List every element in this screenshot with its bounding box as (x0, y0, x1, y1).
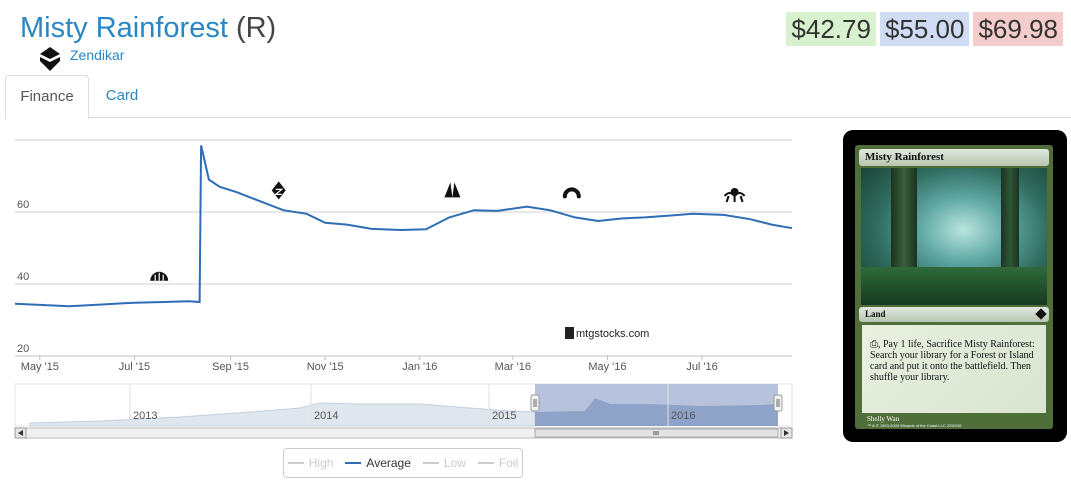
tab-bar: Finance Card (5, 75, 1071, 119)
price-badges: $42.79 $55.00 $69.98 (786, 12, 1063, 46)
card-rarity: (R) (235, 12, 277, 44)
y-tick-label: 60 (17, 199, 29, 211)
tab-card[interactable]: Card (105, 87, 139, 104)
marker-shape (576, 194, 581, 199)
card-image-face: Misty Rainforest Land ⎙, Pay 1 life, Sac… (855, 145, 1053, 429)
legend-swatch (345, 462, 362, 464)
magic-origins-icon (150, 271, 169, 281)
arrow-right-icon (784, 430, 789, 436)
legend-label-average: Average (366, 456, 411, 470)
navigator-year-label: 2015 (492, 410, 516, 422)
zendikar-set-icon (1035, 308, 1047, 320)
card-image-copyright: ™ & © 1993-2009 Wizards of the Coast LLC… (867, 423, 962, 428)
oath-of-the-gatewatch-icon (444, 182, 461, 198)
x-tick-label: Mar '16 (495, 361, 531, 373)
legend-item-average[interactable]: Average (345, 456, 411, 470)
x-tick-label: Jan '16 (402, 361, 437, 373)
mtgstocks-logo-icon (565, 327, 574, 339)
card-image-artist: Shelly Wan (867, 415, 900, 423)
legend-swatch (422, 462, 439, 464)
marker-shape (562, 187, 581, 197)
card-title: Misty Rainforest (R) (20, 8, 276, 48)
marker-shape (723, 192, 746, 203)
navigator-year-label: 2014 (314, 410, 338, 422)
x-tick-label: May '15 (21, 361, 59, 373)
legend-item-foil[interactable]: Foil (477, 456, 519, 470)
legend-item-low[interactable]: Low (422, 456, 466, 470)
card-art-ground (861, 267, 1047, 305)
legend-item-high[interactable]: High (287, 456, 334, 470)
y-tick-label: 20 (17, 343, 29, 355)
chart-watermark: mtgstocks.com (576, 328, 649, 340)
zendikar-set-icon (40, 47, 60, 71)
shadows-over-innistrad-icon (562, 187, 581, 199)
high-price-badge: $69.98 (973, 12, 1063, 46)
average-price-line (14, 145, 793, 308)
card-image-name: Misty Rainforest (859, 149, 1049, 166)
marker-shape (562, 194, 567, 199)
eldritch-moon-icon (723, 188, 746, 203)
navigator-handle[interactable] (773, 394, 783, 412)
legend-label-low: Low (443, 456, 466, 470)
x-tick-label: Jul '15 (119, 361, 150, 373)
navigator-year-label: 2013 (133, 410, 157, 422)
price-history-chart: 20 40 60 May '15 Jul '15 Sep '15 Nov '15 Jan '1… (14, 139, 793, 439)
battle-for-zendikar-icon (271, 181, 286, 200)
marker-shape (274, 188, 284, 196)
card-name: Misty Rainforest (20, 12, 228, 44)
x-tick-label: Sep '15 (212, 361, 249, 373)
card-image-rules-text: ⎙, Pay 1 life, Sacrifice Misty Rainfores… (862, 325, 1046, 413)
card-image-type: Land (865, 309, 886, 319)
set-row: Zendikar (40, 47, 125, 71)
set-name-link[interactable]: Zendikar (70, 47, 125, 63)
navigator-selected-history (535, 398, 778, 426)
arrow-left-icon (18, 430, 23, 436)
navigator-handle[interactable] (530, 394, 540, 412)
marker-shape (444, 182, 461, 198)
card-art (861, 168, 1047, 305)
legend-swatch (287, 462, 304, 464)
card-image-type-line: Land (859, 307, 1049, 322)
low-price-badge: $42.79 (786, 12, 876, 46)
average-price-badge: $55.00 (879, 12, 970, 46)
y-tick-label: 40 (17, 271, 29, 283)
scrollbar-grip-icon (653, 431, 659, 435)
chart-legend: High Average Low Foil (283, 448, 523, 478)
marker-shape (154, 272, 164, 281)
x-tick-label: Nov '15 (307, 361, 344, 373)
x-tick-label: May '16 (588, 361, 626, 373)
tab-finance[interactable]: Finance (5, 75, 89, 119)
legend-label-foil: Foil (498, 456, 519, 470)
marker-shape (271, 181, 286, 200)
legend-label-high: High (308, 456, 334, 470)
navigator-year-label: 2016 (671, 410, 695, 422)
x-tick-label: Jul '16 (686, 361, 717, 373)
legend-swatch (477, 462, 494, 464)
